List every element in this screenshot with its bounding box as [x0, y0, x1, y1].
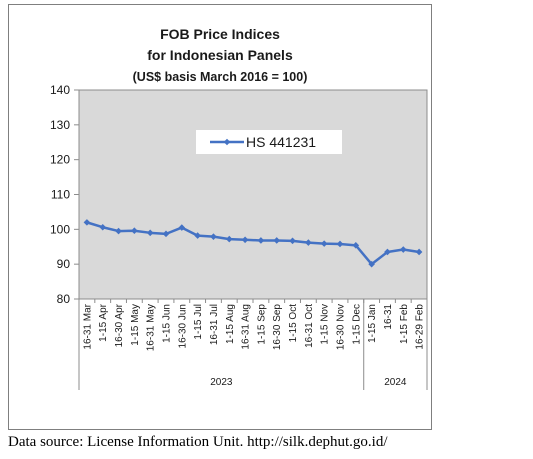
x-tick-label: 1-15 Nov: [320, 304, 331, 345]
data-point: [352, 242, 360, 249]
y-tick-label: 110: [51, 188, 70, 202]
data-point: [384, 248, 391, 256]
x-tick-label: 1-15 Feb: [399, 304, 410, 344]
x-tick-label: 1-15 Sep: [256, 304, 267, 345]
data-point: [146, 229, 154, 237]
x-tick-label: 1-15 Jun: [162, 304, 173, 343]
data-point: [399, 246, 407, 253]
x-tick-label: 16-30 Sep: [272, 304, 283, 351]
data-point: [273, 237, 281, 244]
data-point: [257, 237, 265, 244]
data-point: [115, 227, 122, 235]
y-tick-label: 90: [57, 257, 71, 271]
x-tick-label: 16-31: [383, 304, 394, 330]
y-tick-label: 100: [50, 222, 70, 236]
legend-label: HS 441231: [246, 134, 316, 150]
x-tick-label: 1-15 Oct: [288, 304, 299, 343]
data-point: [225, 235, 233, 243]
x-tick-label: 16-29 Feb: [415, 304, 426, 350]
y-tick-label: 140: [50, 83, 70, 97]
series-line: [86, 221, 420, 266]
data-point: [131, 227, 138, 235]
x-tick-label: 1-15 May: [130, 304, 141, 346]
group-label: 2024: [384, 377, 407, 388]
data-point: [178, 224, 186, 231]
x-tick-label: 1-15 Jul: [193, 304, 204, 340]
group-label: 2023: [210, 377, 233, 388]
x-tick-label: 16-30 Apr: [114, 303, 125, 347]
data-point: [99, 223, 107, 231]
legend-marker: [223, 138, 231, 146]
data-point: [210, 233, 217, 240]
x-tick-label: 16-30 Jun: [177, 304, 188, 348]
data-point: [241, 236, 249, 244]
x-tick-label: 1-15 Dec: [351, 304, 362, 345]
chart-subtitle: for Indonesian Panels: [147, 47, 293, 63]
data-point: [289, 237, 296, 245]
y-tick-label: 130: [50, 118, 70, 132]
data-point: [305, 239, 312, 246]
data-point: [415, 248, 423, 256]
plot-area: [78, 89, 428, 300]
x-tick-label: 16-31 Jul: [209, 304, 220, 345]
x-tick-label: 16-31 Oct: [304, 304, 315, 348]
chart-title: FOB Price Indices: [160, 26, 280, 42]
x-tick-label: 16-31 Aug: [241, 304, 252, 350]
x-tick-label: 1-15 Jan: [367, 304, 378, 343]
data-point: [162, 230, 170, 238]
chart-basis-note: (US$ basis March 2016 = 100): [132, 70, 308, 84]
x-tick-label: 16-30 Nov: [336, 304, 347, 350]
data-point: [83, 219, 91, 226]
y-tick-label: 120: [50, 153, 70, 167]
data-point: [368, 260, 375, 268]
data-source-caption: Data source: License Information Unit. h…: [8, 434, 388, 450]
x-tick-label: 16-31 May: [146, 304, 157, 351]
data-point: [336, 240, 344, 248]
x-tick-label: 16-31 Mar: [82, 303, 93, 349]
y-tick-label: 80: [57, 292, 71, 306]
data-point: [320, 240, 328, 247]
data-point: [194, 232, 201, 239]
x-tick-label: 1-15 Aug: [225, 304, 236, 344]
x-tick-label: 1-15 Apr: [98, 303, 109, 341]
